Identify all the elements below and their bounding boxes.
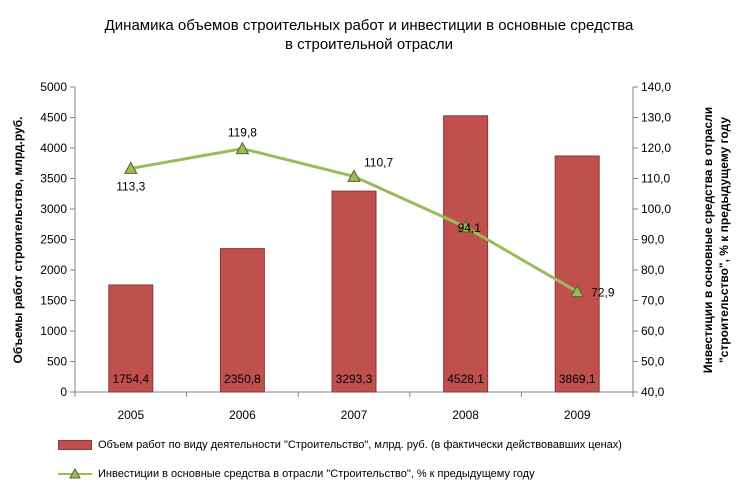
x-axis-tick-label: 2007 — [341, 408, 368, 422]
left-axis-tick-label: 3000 — [40, 202, 67, 216]
left-axis-tick-label: 2000 — [40, 263, 67, 277]
left-axis-tick-label: 2500 — [40, 233, 67, 247]
x-axis-tick-label: 2006 — [229, 408, 256, 422]
x-axis-tick-label: 2009 — [564, 408, 591, 422]
right-axis-tick-label: 100,0 — [641, 202, 671, 216]
legend-bar-swatch — [58, 440, 92, 451]
left-axis-label: Объемы работ строительство, млрд.руб. — [11, 117, 25, 364]
bar-data-label: 1754,4 — [112, 372, 149, 386]
bar-data-label: 3869,1 — [559, 372, 596, 386]
line-point-marker — [347, 169, 361, 182]
bar — [219, 248, 265, 393]
bar — [108, 284, 154, 393]
left-axis-tick-label: 4000 — [40, 141, 67, 155]
line-data-label: 94,1 — [458, 221, 482, 235]
right-axis-tick-label: 130,0 — [641, 111, 671, 125]
bar-data-label: 2350,8 — [224, 372, 261, 386]
x-axis-tick-label: 2005 — [117, 408, 144, 422]
right-axis-tick-label: 140,0 — [641, 80, 671, 94]
left-axis-tick-label: 500 — [47, 355, 67, 369]
chart-title-line-2: в строительной отрасли — [284, 36, 454, 53]
left-axis-tick-label: 0 — [60, 385, 67, 399]
right-axis-tick-label: 40,0 — [641, 385, 665, 399]
data-labels: 1754,4 2350,8 3293,3 4528,1 3869,1 113,3 119,8… — [112, 126, 614, 386]
right-axis-tick-label: 70,0 — [641, 294, 665, 308]
legend-item-bar: Объем работ по виду деятельности "Строит… — [58, 438, 622, 452]
line-data-label: 113,3 — [116, 179, 145, 193]
left-axis-tick-label: 5000 — [40, 80, 67, 94]
line-data-label: 119,8 — [228, 126, 257, 140]
bar — [443, 115, 489, 393]
left-axis-tick-label: 3500 — [40, 172, 67, 186]
bar-series — [108, 115, 600, 393]
left-axis-tick-label: 4500 — [40, 111, 67, 125]
line-point-marker — [570, 284, 585, 298]
right-axis-tick-label: 50,0 — [641, 355, 665, 369]
bar-data-label: 3293,3 — [336, 372, 373, 386]
legend-bar-label: Объем работ по виду деятельности "Строит… — [98, 439, 622, 451]
x-axis-tick-label: 2008 — [452, 408, 479, 422]
bar — [331, 190, 377, 393]
chart-title-line-1: Динамика объемов строительных работ и ин… — [104, 17, 634, 34]
right-axis-tick-label: 80,0 — [641, 263, 665, 277]
right-axis-label-line-1: Инвестиции в основные средства в отрасли — [701, 107, 715, 373]
right-axis-tick-label: 60,0 — [641, 324, 665, 338]
left-axis-tick-label: 1500 — [40, 294, 67, 308]
bar — [554, 155, 600, 393]
line-data-label: 110,7 — [364, 155, 393, 169]
left-axis-tick-label: 1000 — [40, 324, 67, 338]
chart-axes: 0 500 1000 1500 2000 2500 3000 3500 4000 4500 5000… — [40, 80, 671, 422]
right-axis-tick-label: 110,0 — [641, 172, 670, 186]
line-data-label: 72,9 — [591, 286, 615, 300]
line-series — [123, 141, 585, 298]
right-axis-label-line-2: "строительство", % к предыдущему году — [717, 117, 731, 363]
legend-line-swatch — [58, 468, 92, 480]
legend-item-line: Инвестиции в основные средства в отрасли… — [58, 467, 535, 481]
chart-title: Динамика объемов строительных работ и ин… — [0, 16, 738, 54]
right-axis-tick-label: 90,0 — [641, 233, 665, 247]
legend-line-label: Инвестиции в основные средства в отрасли… — [98, 468, 535, 480]
line-point-marker — [235, 141, 250, 155]
line-point-marker — [123, 161, 138, 174]
bar-data-label: 4528,1 — [447, 372, 484, 386]
line-point-marker — [458, 219, 473, 233]
right-axis-tick-label: 120,0 — [641, 141, 671, 155]
